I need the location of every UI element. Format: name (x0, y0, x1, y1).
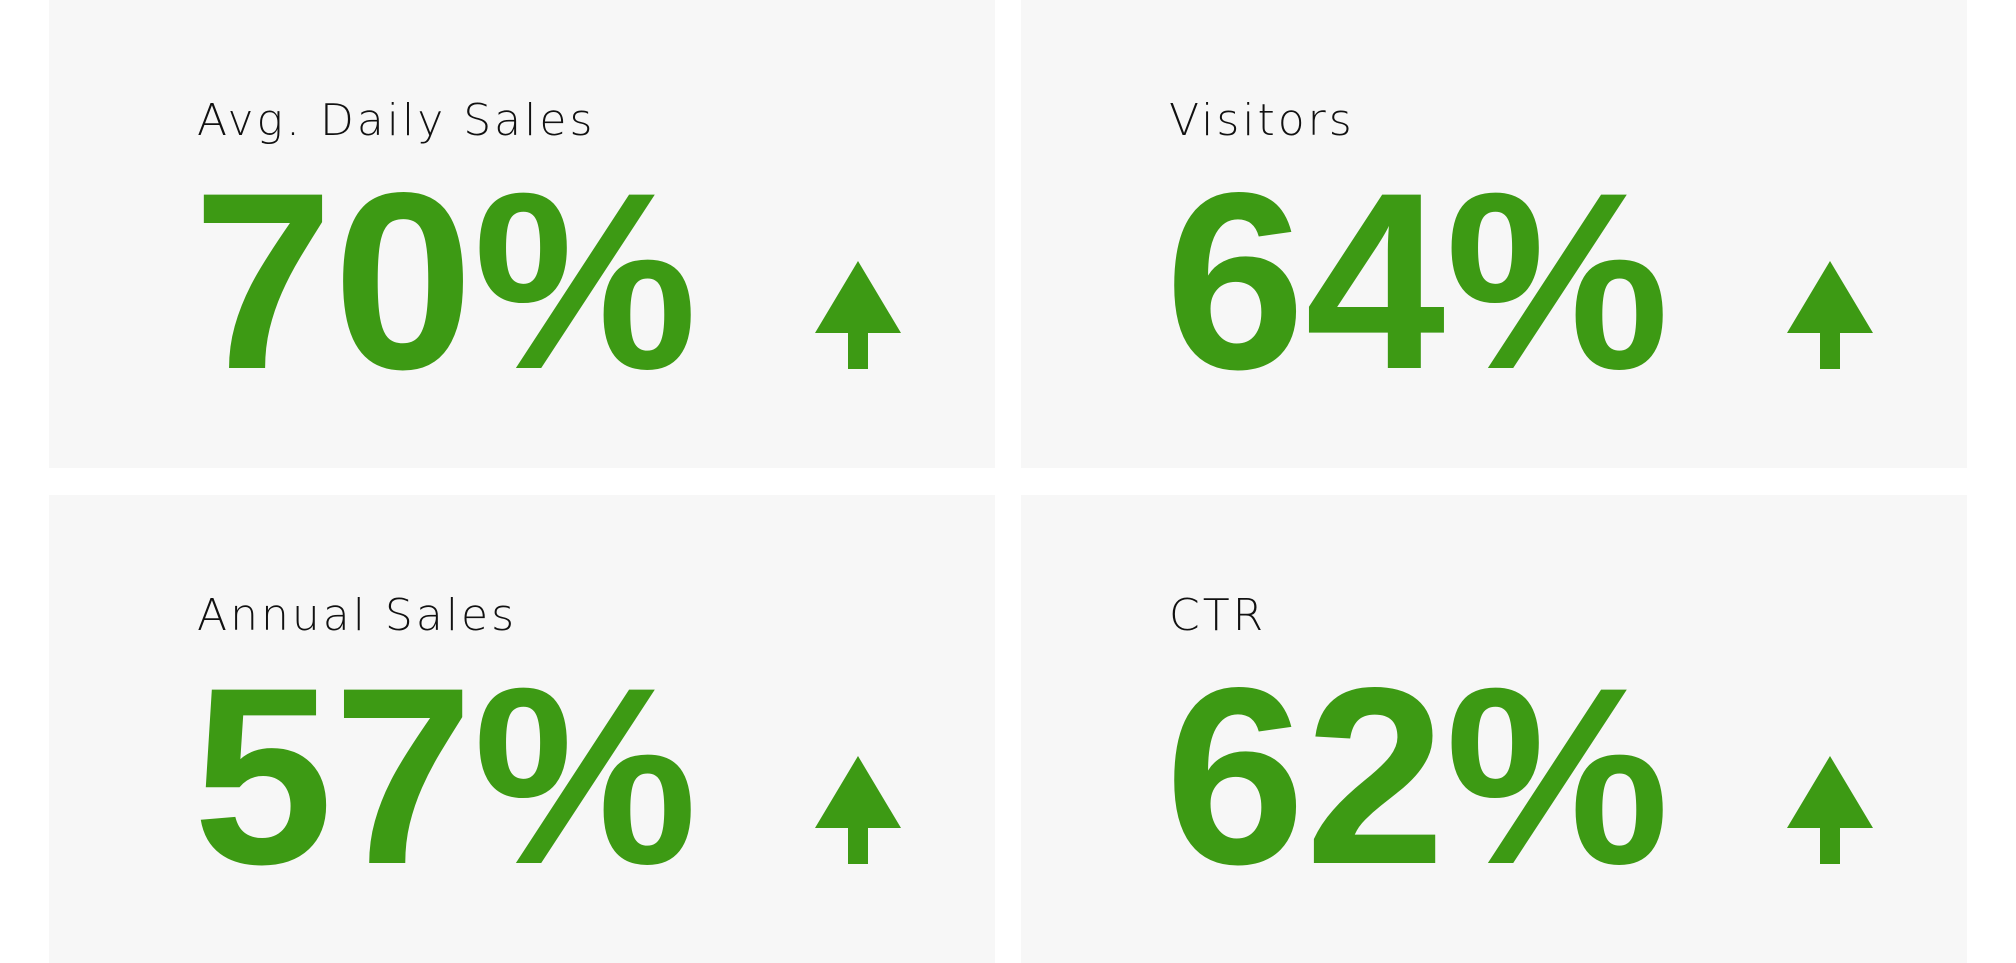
kpi-label: Avg. Daily Sales (197, 95, 595, 146)
card-background (1021, 0, 1967, 468)
trend-up-arrow (815, 756, 901, 864)
kpi-value: 64% (1165, 141, 1669, 422)
trend-up-arrow (1787, 261, 1873, 369)
card-background (49, 495, 995, 963)
card-background (1021, 495, 1967, 963)
kpi-label: CTR (1169, 590, 1266, 641)
trend-up-arrow (1787, 756, 1873, 864)
trend-up-arrow (815, 261, 901, 369)
kpi-value: 57% (193, 636, 697, 917)
kpi-value: 62% (1165, 636, 1669, 917)
kpi-label: Visitors (1169, 95, 1355, 146)
card-background (49, 0, 995, 468)
kpi-label: Annual Sales (197, 590, 517, 641)
kpi-value: 70% (193, 141, 697, 422)
